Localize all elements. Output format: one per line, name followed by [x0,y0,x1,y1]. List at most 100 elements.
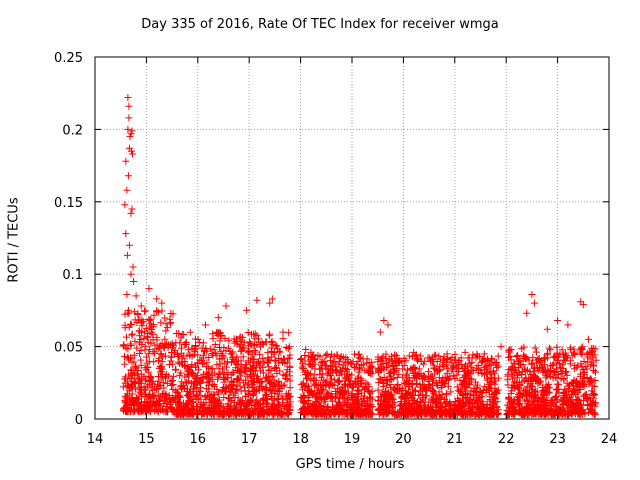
data-point [275,355,283,363]
data-point [126,133,134,141]
data-point [538,364,546,372]
data-point [494,352,502,360]
data-point [494,406,502,414]
data-point [225,337,233,345]
data-point [550,368,558,376]
data-point [343,366,351,374]
data-point [421,357,429,365]
data-point [469,392,477,400]
data-point [280,381,288,389]
y-tick-label: 0.15 [54,196,83,211]
data-point [244,397,252,405]
data-point [590,394,598,402]
data-point [123,407,131,415]
data-point [378,402,386,410]
data-point [263,395,271,403]
x-tick-label: 24 [601,432,618,447]
data-point [327,380,335,388]
data-point [570,348,578,356]
data-point [405,383,413,391]
data-point [435,406,443,414]
data-point [514,385,522,393]
data-point [167,353,175,361]
data-point [405,388,413,396]
data-point [335,404,343,412]
data-point [199,408,207,416]
data-point [332,410,340,418]
data-point [232,338,240,346]
data-point [166,315,174,323]
data-point [434,366,442,374]
data-point [549,374,557,382]
data-point [566,344,574,352]
data-point [387,383,395,391]
data-point [162,327,170,335]
data-point [266,299,274,307]
data-point [438,410,446,418]
data-point [481,411,489,419]
data-point [132,364,140,372]
data-point [591,391,599,399]
data-point [137,389,145,397]
data-point [131,337,139,345]
data-point [153,307,161,315]
data-point [493,358,501,366]
data-point [317,359,325,367]
data-point [515,357,523,365]
data-point [224,344,232,352]
data-point [273,395,281,403]
data-point [519,351,527,359]
data-point [150,358,158,366]
y-tick-label: 0.05 [54,341,83,356]
data-point [483,368,491,376]
data-point [210,346,218,354]
data-point [203,407,211,415]
data-point [232,357,240,365]
data-point [149,323,157,331]
data-point [222,388,230,396]
data-point [155,345,163,353]
data-point [451,350,459,358]
data-point [168,340,176,348]
data-point [436,355,444,363]
data-point [488,355,496,363]
data-point [497,343,505,351]
x-tick-label: 15 [138,432,155,447]
data-point [124,94,132,102]
data-point [188,361,196,369]
data-point [421,410,429,418]
data-point [322,352,330,360]
data-point [268,337,276,345]
data-point [472,378,480,386]
data-point [416,406,424,414]
data-point [327,390,335,398]
data-point [409,391,417,399]
data-point [247,367,255,375]
data-point [461,348,469,356]
y-tick-label: 0.1 [62,268,83,283]
data-point [487,373,495,381]
data-point [226,410,234,418]
data-point [459,392,467,400]
data-point [562,400,570,408]
data-point [355,366,363,374]
data-point [330,376,338,384]
data-point [408,365,416,373]
data-point [506,406,514,414]
data-point [541,402,549,410]
data-point [521,365,529,373]
data-point [221,334,229,342]
data-point [362,379,370,387]
data-point [572,407,580,415]
data-point [354,373,362,381]
data-point [490,398,498,406]
data-point [366,394,374,402]
data-point [216,328,224,336]
data-point [144,368,152,376]
data-point [321,406,329,414]
data-point [129,263,137,271]
data-point [243,372,251,380]
data-point [374,397,382,405]
data-point [184,346,192,354]
data-point [245,387,253,395]
